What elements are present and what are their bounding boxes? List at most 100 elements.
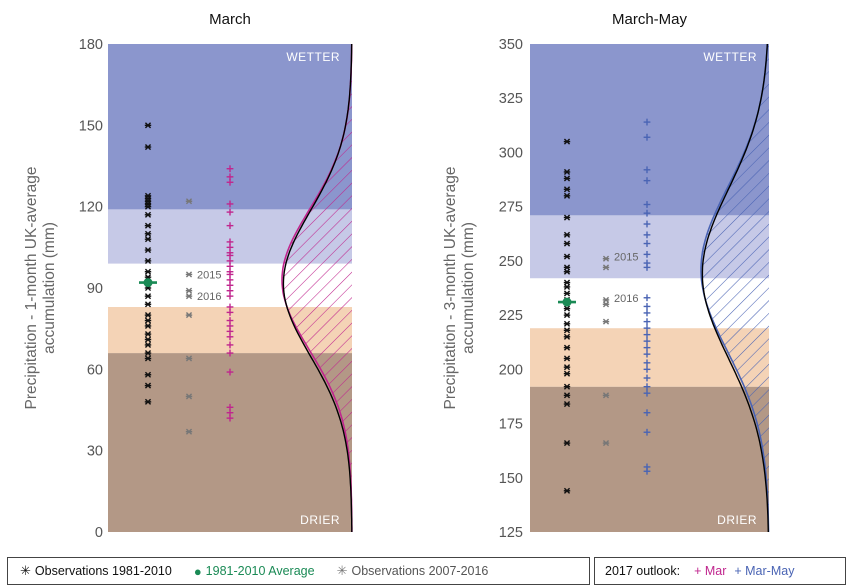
obs-1981-2010-point <box>144 301 152 308</box>
star-stroke <box>185 428 193 435</box>
outlook-2017-point <box>226 165 234 173</box>
y-tick-label: 90 <box>87 281 103 297</box>
y-axis-label-line1: Precipitation - 1-month UK-average <box>23 167 40 410</box>
star-stroke <box>563 344 571 351</box>
legend-mar-label: + Mar <box>694 564 727 578</box>
obs-1981-2010-point <box>563 327 571 334</box>
y-tick-label: 225 <box>499 308 523 324</box>
outlook-2017-point <box>643 263 651 271</box>
obs-1981-2010-point <box>144 143 152 151</box>
chart-title: March <box>209 11 251 28</box>
outlook-2017-point <box>643 231 651 239</box>
obs-1981-2010-point <box>144 350 152 357</box>
star-stroke <box>144 382 152 389</box>
star-stroke <box>185 355 193 362</box>
outlook-2017-point <box>643 240 651 247</box>
star-stroke <box>144 236 152 243</box>
star-stroke <box>563 138 571 145</box>
outlook-2017-point <box>643 359 651 367</box>
obs-1981-2010-point <box>563 168 571 176</box>
star-stroke <box>563 320 571 327</box>
legend-obs-2007-2016: ✳ Observations 2007-2016 <box>337 563 489 579</box>
star-stroke <box>563 327 571 334</box>
obs-2007-2016-point <box>602 301 610 308</box>
legend-marmay: + Mar-May <box>734 564 794 578</box>
obs-1981-2010-point <box>563 175 571 182</box>
average-marker-icon: ● <box>193 563 202 579</box>
obs-1981-2010-point <box>144 382 152 389</box>
obs-1981-2010-point <box>563 364 571 371</box>
star-stroke <box>563 487 571 494</box>
obs-1981-2010-point <box>144 312 152 319</box>
year-label-2015: 2015 <box>197 269 221 281</box>
star-stroke <box>563 231 571 238</box>
band-label-drier: DRIER <box>300 513 340 527</box>
obs-2007-2016-point <box>185 271 193 278</box>
outlook-2017-point <box>226 292 234 300</box>
star-stroke <box>144 143 152 151</box>
star-stroke <box>563 383 571 390</box>
legend-obs-1981-2010: ✳ Observations 1981-2010 <box>20 563 172 579</box>
outlook-2017-point <box>226 414 234 422</box>
obs-1981-2010-point <box>144 222 152 229</box>
obs-1981-2010-point <box>563 392 571 399</box>
star-stroke <box>144 355 152 362</box>
legend-outlook-title: 2017 outlook: <box>605 564 680 578</box>
obs-1981-2010-point <box>144 211 152 218</box>
star-stroke <box>563 370 571 377</box>
outlook-2017-point <box>643 318 651 326</box>
star-stroke <box>563 168 571 176</box>
obs-1981-2010-point <box>144 322 152 330</box>
star-stroke <box>563 392 571 399</box>
star-stroke <box>144 293 152 300</box>
outlook-2017-point <box>226 349 234 357</box>
obs-1981-2010-point <box>144 122 152 129</box>
outlook-2017-point <box>643 209 651 217</box>
star-stroke <box>602 264 610 271</box>
star-stroke <box>563 355 571 362</box>
outlook-2017-point <box>643 374 651 382</box>
outlook-2017-point <box>643 303 651 310</box>
obs-1981-2010-point <box>563 305 571 312</box>
obs-2007-2016-point <box>185 293 193 300</box>
outlook-2017-point <box>643 177 651 185</box>
outlook-2017-point <box>226 309 234 316</box>
outlook-2017-point <box>643 118 651 126</box>
star-stroke <box>563 175 571 182</box>
star-stroke <box>144 301 152 308</box>
obs-1981-2010-point <box>563 240 571 247</box>
star-stroke <box>563 364 571 371</box>
obs-1981-2010-point <box>563 138 571 145</box>
y-axis-label-line2: accumulation (mm) <box>460 222 477 354</box>
star-stroke <box>563 305 571 312</box>
y-tick-label: 150 <box>499 471 523 487</box>
star-stroke <box>144 350 152 357</box>
outlook-2017-point <box>226 333 234 341</box>
star-stroke <box>144 341 152 348</box>
star-stroke <box>185 271 193 278</box>
distribution-hatch <box>282 44 352 532</box>
obs-1981-2010-point <box>144 230 152 237</box>
outlook-2017-point <box>226 341 234 349</box>
star-stroke <box>563 240 571 247</box>
legend-outlook-label: 2017 outlook: <box>605 564 681 578</box>
legend-marmay-label: + Mar-May <box>734 564 795 578</box>
star-stroke <box>563 312 571 319</box>
obs-2007-2016-point <box>185 312 193 319</box>
obs-1981-2010-point <box>563 320 571 327</box>
obs-1981-2010-point <box>144 317 152 324</box>
outlook-2017-point <box>643 350 651 358</box>
year-label-2016: 2016 <box>197 291 221 303</box>
star-stroke <box>563 253 571 260</box>
star-stroke <box>563 268 571 275</box>
obs-1981-2010-point <box>563 290 571 297</box>
outlook-2017-point <box>643 166 651 174</box>
average-point <box>143 278 153 288</box>
obs-1981-2010-point <box>144 331 152 338</box>
climatology-curve <box>282 43 353 532</box>
y-tick-label: 0 <box>95 525 103 541</box>
star-stroke <box>144 371 152 378</box>
legend-obs-label: Observations 1981-2010 <box>34 564 172 578</box>
y-axis-label-line2: accumulation (mm) <box>41 222 58 354</box>
star-stroke <box>144 257 152 264</box>
